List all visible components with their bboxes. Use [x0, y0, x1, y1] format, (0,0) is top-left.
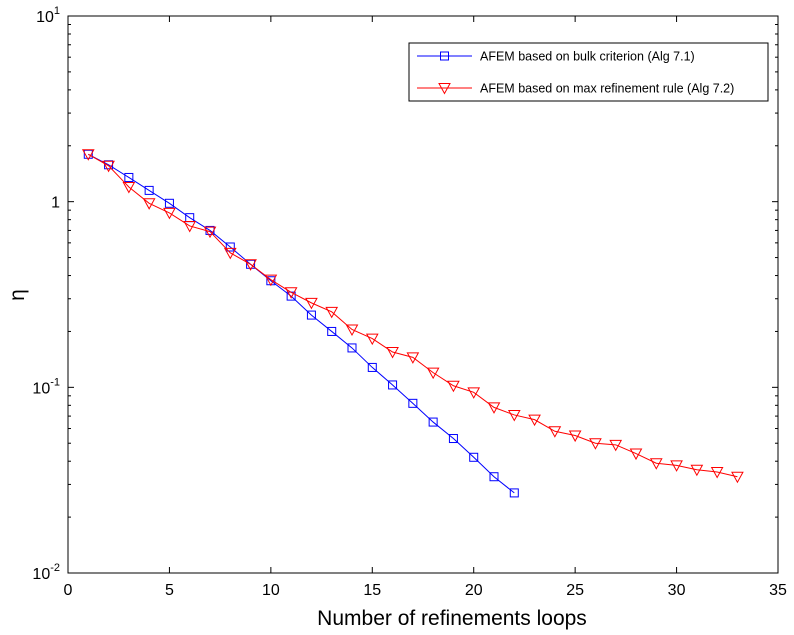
- x-tick-label: 35: [769, 582, 787, 599]
- x-axis-title: Number of refinements loops: [317, 607, 587, 630]
- y-tick-label: 1: [51, 195, 60, 212]
- data-point: [102, 160, 115, 173]
- data-point: [264, 274, 278, 287]
- data-point: [509, 488, 519, 498]
- y-tick-label: 10-2: [32, 562, 60, 583]
- y-tick-label: 101: [36, 5, 60, 26]
- data-point: [649, 458, 663, 470]
- data-point: [367, 362, 377, 372]
- data-point: [124, 172, 134, 182]
- data-point: [589, 438, 602, 450]
- data-point: [223, 247, 237, 260]
- legend-box: [408, 42, 769, 102]
- data-point: [284, 287, 298, 299]
- plot-area: [67, 15, 779, 574]
- data-point: [347, 343, 357, 353]
- data-point: [203, 226, 217, 239]
- x-tick-label: 30: [668, 582, 686, 599]
- x-tick-label: 20: [465, 582, 483, 599]
- data-point: [629, 448, 643, 461]
- data-point: [163, 207, 176, 220]
- data-point: [448, 434, 458, 444]
- data-point: [183, 220, 197, 233]
- x-tick-label: 0: [64, 582, 73, 599]
- y-tick-label: 10-1: [32, 376, 60, 397]
- data-point: [164, 198, 174, 208]
- data-point: [122, 181, 136, 194]
- data-point: [489, 472, 499, 482]
- legend-label: AFEM based on bulk criterion (Alg 7.1): [480, 50, 695, 64]
- data-point: [609, 439, 623, 452]
- series-layer: [81, 149, 744, 498]
- data-point: [690, 464, 704, 477]
- series-line: [88, 153, 738, 478]
- data-point: [225, 242, 235, 252]
- data-point: [244, 259, 257, 271]
- data-point: [144, 185, 154, 195]
- legend-swatch-marker: [438, 83, 451, 95]
- data-point: [731, 471, 744, 484]
- series-line: [88, 153, 515, 494]
- x-tick-label: 10: [262, 582, 280, 599]
- axes: 0 5 10 15 20 25 30 35 10-2 10-1 1 101: [32, 5, 787, 599]
- data-point: [710, 466, 724, 479]
- legend: AFEM based on bulk criterion (Alg 7.1) AF…: [408, 42, 769, 102]
- x-tick-label: 25: [566, 582, 584, 599]
- data-point: [428, 417, 438, 427]
- data-point: [568, 430, 582, 443]
- data-point: [487, 402, 501, 414]
- data-point: [406, 352, 420, 364]
- data-point: [386, 346, 399, 359]
- legend-entry-2: AFEM based on max refinement rule (Alg 7…: [417, 82, 734, 96]
- data-point: [388, 380, 398, 390]
- data-point: [528, 414, 541, 427]
- data-point: [305, 297, 318, 310]
- data-point: [306, 310, 316, 320]
- legend-label: AFEM based on max refinement rule (Alg 7…: [480, 82, 734, 96]
- legend-swatch-marker: [440, 51, 449, 61]
- data-point: [426, 367, 440, 380]
- data-point: [142, 198, 156, 210]
- data-point: [365, 333, 379, 346]
- data-point: [507, 409, 521, 422]
- data-point: [548, 426, 562, 438]
- x-tick-label: 5: [165, 582, 174, 599]
- data-point: [670, 460, 683, 472]
- series-1: [83, 149, 519, 498]
- data-point: [345, 324, 359, 336]
- data-point: [81, 149, 95, 161]
- data-point: [467, 387, 481, 399]
- legend-items: AFEM based on bulk criterion (Alg 7.1) AF…: [417, 50, 734, 96]
- x-tick-label: 15: [363, 582, 381, 599]
- data-point: [447, 380, 460, 393]
- y-axis-title: η: [6, 289, 29, 301]
- data-point: [327, 326, 337, 336]
- data-point: [408, 398, 418, 408]
- legend-entry-1: AFEM based on bulk criterion (Alg 7.1): [417, 50, 695, 64]
- data-point: [325, 306, 339, 319]
- series-2: [81, 149, 744, 484]
- data-point: [469, 452, 479, 462]
